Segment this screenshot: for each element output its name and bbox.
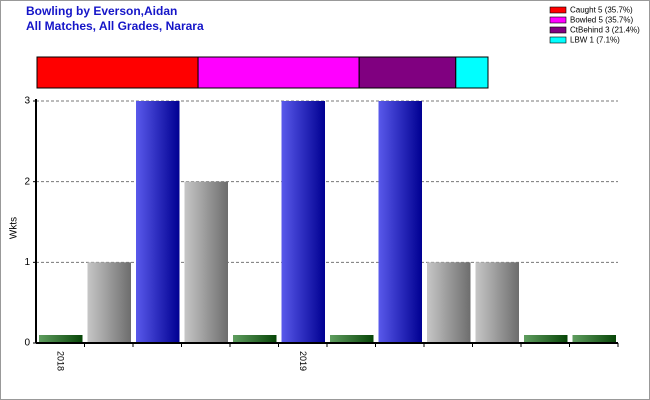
bar-shade bbox=[427, 262, 471, 343]
legend-label: Caught 5 (35.7%) bbox=[570, 6, 633, 15]
bar-shade bbox=[475, 262, 519, 343]
chart-subtitle: All Matches, All Grades, Narara bbox=[26, 19, 204, 33]
y-axis-label: Wkts bbox=[9, 217, 20, 239]
legend-swatch bbox=[549, 6, 567, 14]
x-tick-label: 2019 bbox=[298, 351, 308, 371]
bar-shade bbox=[136, 101, 180, 343]
bar-shade bbox=[572, 335, 616, 343]
legend-label: Bowled 5 (35.7%) bbox=[570, 16, 633, 25]
bar-shade bbox=[524, 335, 568, 343]
segment bbox=[197, 56, 360, 89]
bar-shade bbox=[87, 262, 131, 343]
bar-shade bbox=[39, 335, 83, 343]
y-tick-label: 1 bbox=[24, 257, 30, 268]
bar-shade bbox=[281, 101, 325, 343]
x-tick-label: 2018 bbox=[56, 351, 66, 371]
segment bbox=[358, 56, 457, 89]
segment bbox=[455, 56, 489, 89]
legend-swatch bbox=[549, 36, 567, 44]
chart-title: Bowling by Everson,Aidan bbox=[26, 4, 177, 18]
legend-swatch bbox=[549, 26, 567, 34]
bar-shade bbox=[184, 181, 228, 343]
y-tick-label: 3 bbox=[24, 96, 30, 107]
bar-shade bbox=[233, 335, 277, 343]
bar-shade bbox=[378, 101, 422, 343]
bar-shade bbox=[330, 335, 374, 343]
legend-label: LBW 1 (7.1%) bbox=[570, 36, 620, 45]
y-tick-label: 0 bbox=[24, 338, 30, 349]
y-tick-label: 2 bbox=[24, 176, 30, 187]
legend-label: CtBehind 3 (21.4%) bbox=[570, 26, 640, 35]
legend-swatch bbox=[549, 16, 567, 24]
segment bbox=[36, 56, 199, 89]
